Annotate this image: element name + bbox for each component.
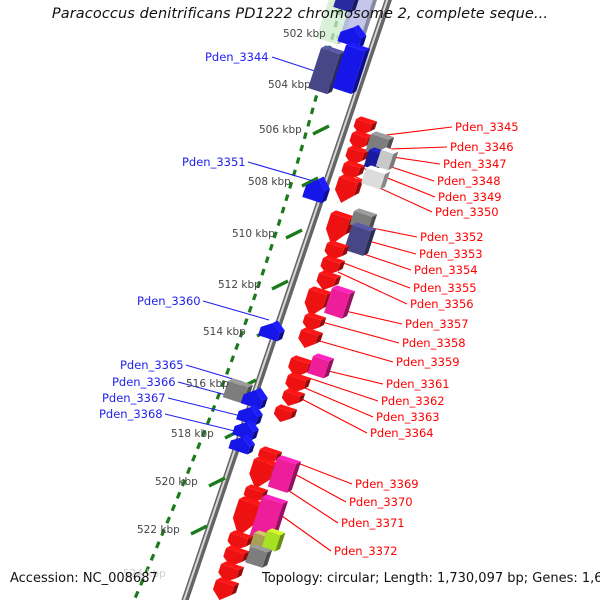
gene-red-5[interactable] — [332, 173, 364, 207]
gene-label-pden_3369[interactable]: Pden_3369 — [355, 477, 419, 491]
gene-magenta-1[interactable] — [323, 284, 356, 320]
gene-label-pden_3346[interactable]: Pden_3346 — [450, 140, 514, 154]
gene-blue-7[interactable] — [228, 430, 257, 455]
gene-blue-4[interactable] — [240, 383, 270, 410]
ruler-tick-label: 502 kbp — [283, 28, 326, 40]
gene-label-pden_3353[interactable]: Pden_3353 — [419, 247, 483, 261]
gene-blue-arrow-top[interactable] — [337, 20, 369, 49]
gene-label-pden_3359[interactable]: Pden_3359 — [396, 355, 460, 369]
gene-label-pden_3349[interactable]: Pden_3349 — [438, 190, 502, 204]
gene-red-15[interactable] — [280, 387, 306, 410]
gene-red-12[interactable] — [296, 326, 324, 352]
ruler-tick-label: 520 kbp — [155, 476, 198, 488]
chromosome-backbone — [181, 0, 392, 600]
gene-label-pden_3355[interactable]: Pden_3355 — [413, 281, 477, 295]
gene-pale-blue-1[interactable] — [340, 0, 380, 43]
gene-blue-2[interactable] — [332, 41, 371, 95]
gene-blue-top-1[interactable] — [333, 0, 363, 14]
ruler-tick-label: 522 kbp — [137, 524, 180, 536]
ruler-tick-label: 506 kbp — [259, 124, 302, 136]
gene-label-pden_3351[interactable]: Pden_3351 — [182, 155, 246, 169]
gene-label-pden_3367[interactable]: Pden_3367 — [102, 391, 166, 405]
page-title: Paracoccus denitrificans PD1222 chromoso… — [51, 6, 549, 22]
gene-red-16[interactable] — [272, 403, 298, 426]
gene-label-pden_3365[interactable]: Pden_3365 — [120, 358, 184, 372]
ruler-tick-label: 514 kbp — [203, 326, 246, 338]
gene-gray-4[interactable] — [245, 543, 273, 569]
ruler-tick-label: 510 kbp — [232, 228, 275, 240]
gene-label-pden_3372[interactable]: Pden_3372 — [334, 544, 398, 558]
gene-label-pden_3357[interactable]: Pden_3357 — [405, 317, 469, 331]
gene-label-pden_3360[interactable]: Pden_3360 — [137, 294, 201, 308]
gene-blue-3351[interactable] — [302, 172, 333, 204]
gene-glyph-group[interactable] — [210, 0, 399, 600]
ruler-tick-label: 508 kbp — [248, 176, 291, 188]
gene-red-3[interactable] — [343, 144, 370, 169]
gene-label-pden_3362[interactable]: Pden_3362 — [381, 394, 445, 408]
gene-label-pden_3345[interactable]: Pden_3345 — [455, 120, 519, 134]
gene-label-pden_3371[interactable]: Pden_3371 — [341, 516, 405, 530]
gene-red-8[interactable] — [318, 254, 346, 279]
gene-label-pden_3368[interactable]: Pden_3368 — [99, 407, 163, 421]
ruler-tick-label: 512 kbp — [218, 279, 261, 291]
gene-red-21[interactable] — [225, 529, 254, 554]
gene-darkblue-2[interactable] — [343, 221, 377, 257]
gene-label-pden_3348[interactable]: Pden_3348 — [437, 174, 501, 188]
gene-ltgray-1[interactable] — [375, 146, 399, 171]
accession-status: Accession: NC_008687 — [10, 571, 158, 586]
gene-red-11[interactable] — [301, 311, 327, 335]
gene-label-pden_3366[interactable]: Pden_3366 — [112, 375, 176, 389]
ruler-tick-label: 516 kbp — [186, 378, 229, 390]
ruler-tick-label: 524 kbp — [123, 568, 166, 580]
gene-magenta-3[interactable] — [267, 454, 302, 494]
gene-magenta-2[interactable] — [307, 352, 335, 379]
gene-red-22[interactable] — [221, 544, 250, 570]
gene-label-pden_3347[interactable]: Pden_3347 — [443, 157, 507, 171]
gene-label-pden_3352[interactable]: Pden_3352 — [420, 230, 484, 244]
gene-label-pden_3344[interactable]: Pden_3344 — [205, 50, 269, 64]
topology-status: Topology: circular; Length: 1,730,097 bp… — [262, 571, 600, 586]
gene-ltgray-2[interactable] — [361, 164, 391, 190]
gene-label-pden_3354[interactable]: Pden_3354 — [414, 263, 478, 277]
gene-label-pden_3361[interactable]: Pden_3361 — [386, 377, 450, 391]
gene-red-23[interactable] — [216, 560, 245, 586]
ruler-tick-label: 518 kbp — [171, 428, 214, 440]
gene-red-14[interactable] — [283, 371, 312, 397]
gene-blue-3360[interactable] — [258, 316, 287, 342]
gene-yellowgreen-1[interactable] — [261, 527, 286, 553]
gene-label-pden_3364[interactable]: Pden_3364 — [370, 426, 434, 440]
gene-red-24[interactable] — [210, 576, 240, 600]
gene-label-pden_3356[interactable]: Pden_3356 — [410, 297, 474, 311]
gene-label-pden_3350[interactable]: Pden_3350 — [435, 205, 499, 219]
ruler-tick-label: 504 kbp — [268, 79, 311, 91]
gene-label-pden_3370[interactable]: Pden_3370 — [349, 495, 413, 509]
gene-red-7[interactable] — [322, 239, 350, 264]
gene-label-pden_3358[interactable]: Pden_3358 — [402, 336, 466, 350]
gene-red-9[interactable] — [314, 269, 342, 294]
gene-label-pden_3363[interactable]: Pden_3363 — [376, 410, 440, 424]
